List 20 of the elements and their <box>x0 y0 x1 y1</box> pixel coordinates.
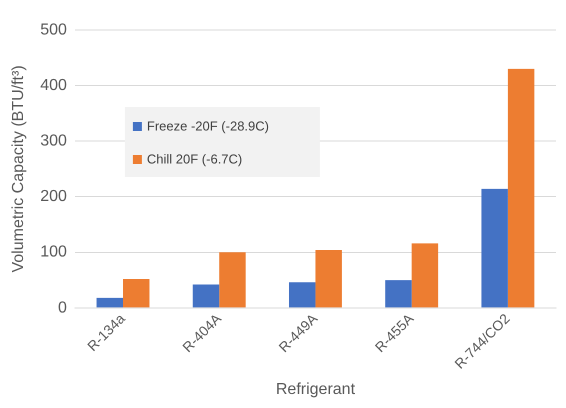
bar <box>385 280 412 308</box>
bar <box>123 278 150 308</box>
y-tick-label: 300 <box>40 132 67 150</box>
legend-label: Chill 20F (-6.7C) <box>146 152 242 167</box>
y-tick-label: 0 <box>58 299 67 316</box>
y-tick-label: 100 <box>40 244 67 261</box>
y-axis-title: Volumetric Capacity (BTU/ft³) <box>10 65 28 273</box>
bar <box>412 243 438 308</box>
y-tick-label: 500 <box>40 21 67 38</box>
bar <box>508 68 534 308</box>
bar <box>315 250 342 308</box>
bar <box>288 282 316 308</box>
bar <box>96 298 124 308</box>
y-tick-label: 200 <box>40 188 67 206</box>
legend-label: Freeze -20F (-28.9C) <box>146 118 269 134</box>
x-axis-title: Refrigerant <box>276 380 356 398</box>
bar <box>219 252 246 308</box>
y-tick-label: 400 <box>40 76 67 94</box>
bar <box>192 284 220 308</box>
bar <box>481 188 508 308</box>
